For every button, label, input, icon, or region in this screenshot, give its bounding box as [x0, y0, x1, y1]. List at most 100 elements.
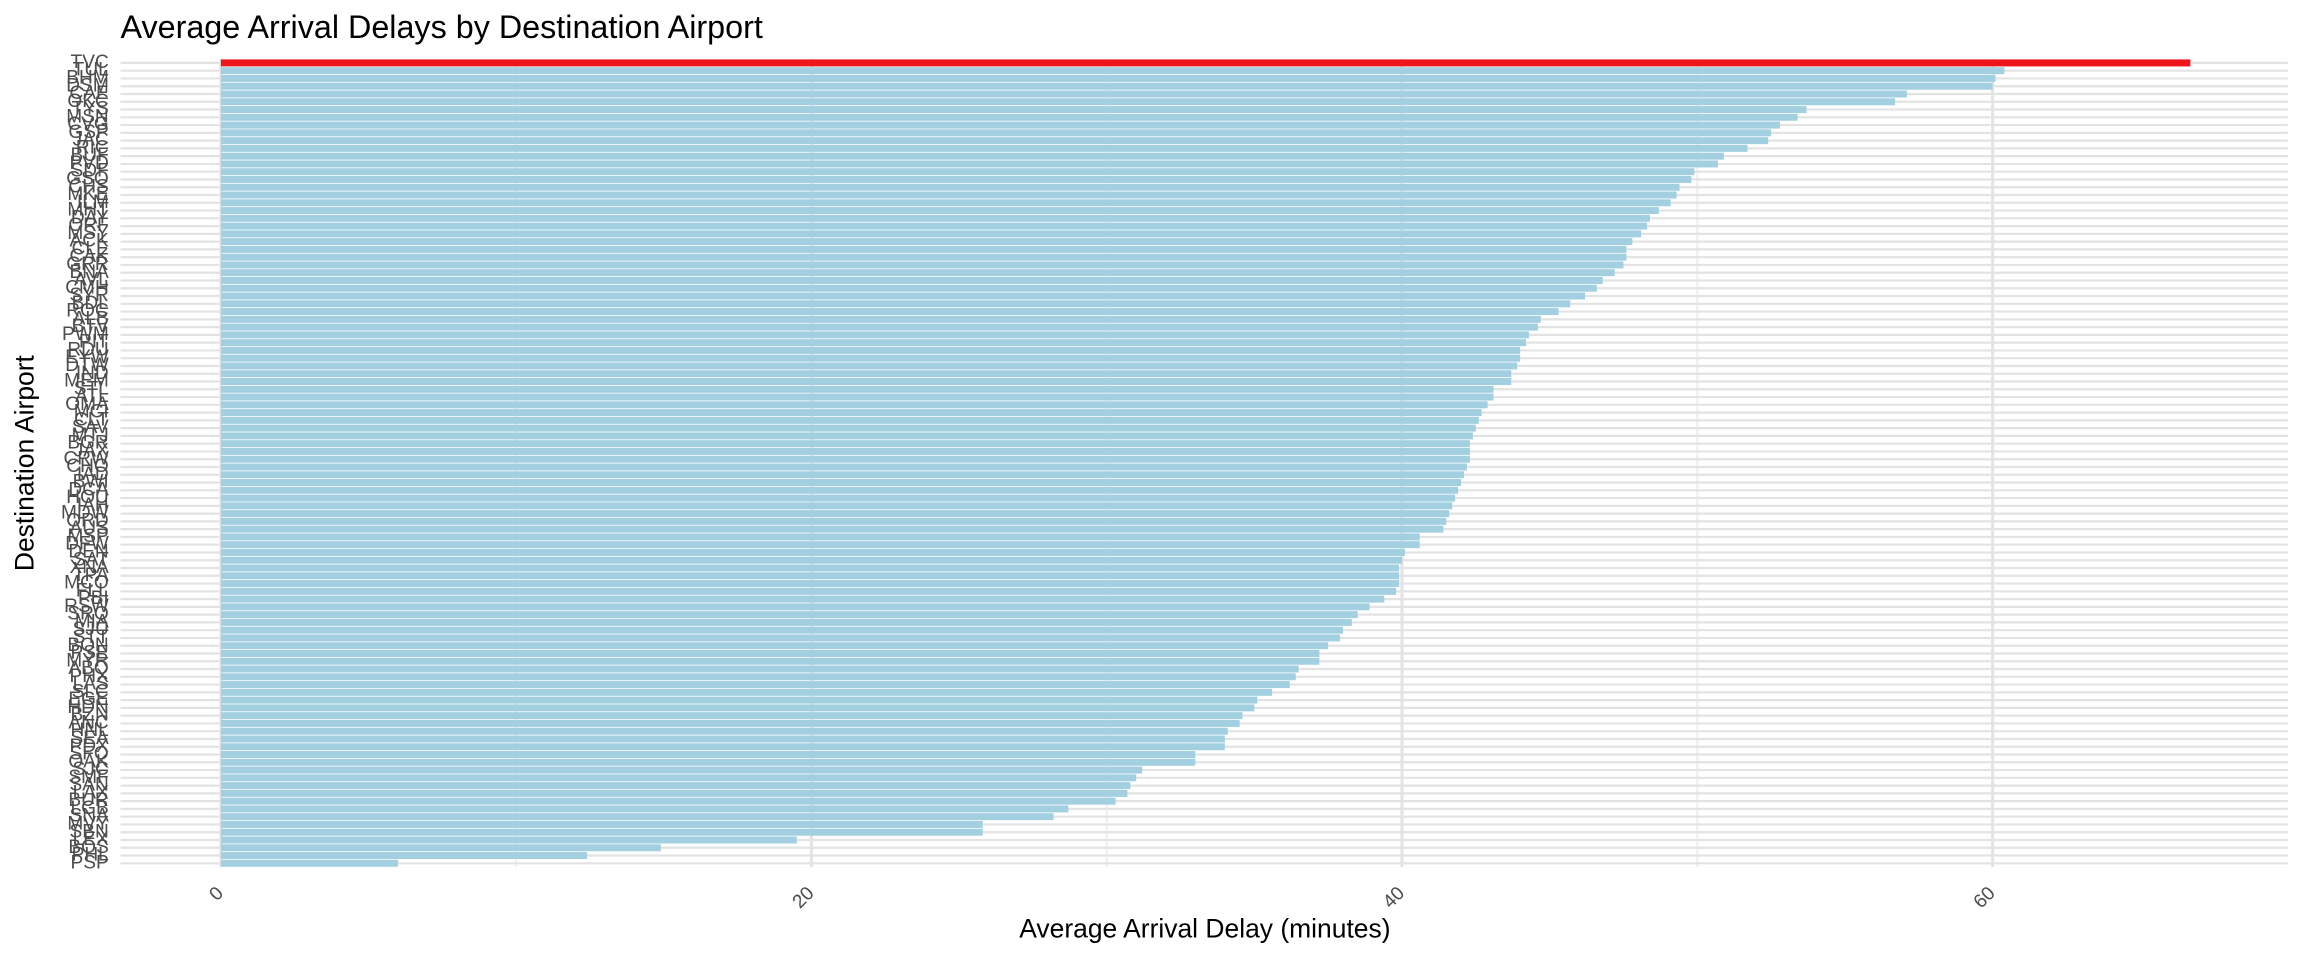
- bar: [220, 90, 1907, 98]
- bar: [220, 494, 1456, 502]
- y-tick-label: PIT: [79, 332, 109, 353]
- bar: [220, 836, 797, 844]
- y-tick-label: MKE: [67, 184, 108, 205]
- y-tick-label: CHS: [68, 176, 108, 197]
- y-tick-label: AVL: [74, 270, 109, 291]
- y-tick-label: IND: [76, 363, 109, 384]
- bar: [220, 820, 983, 828]
- y-tick-label: JAX: [74, 440, 109, 461]
- y-tick-label: SEA: [71, 728, 109, 749]
- y-tick-label: BDL: [72, 293, 109, 314]
- bar: [220, 269, 1615, 277]
- bar: [220, 479, 1462, 487]
- bar: [220, 253, 1627, 261]
- y-tick-label: JAC: [73, 130, 109, 151]
- y-tick-label: MYR: [66, 650, 108, 671]
- y-tick-label: HDN: [67, 697, 108, 718]
- y-tick-label: EGE: [68, 689, 108, 710]
- y-tick-label: ORF: [68, 215, 108, 236]
- y-tick-label: SAV: [72, 417, 109, 438]
- y-tick-label: MEM: [64, 371, 109, 392]
- bar: [220, 603, 1370, 611]
- bar: [220, 712, 1243, 720]
- bar: [220, 844, 661, 852]
- y-tick-label: MVY: [67, 813, 109, 834]
- bar: [220, 276, 1603, 284]
- y-tick-label: SLC: [72, 681, 109, 702]
- bar: [220, 121, 1780, 129]
- bar: [220, 719, 1240, 727]
- y-tick-label: LGB: [71, 798, 109, 819]
- y-tick-label: RIC: [76, 137, 109, 158]
- bar: [220, 455, 1470, 463]
- bar: [220, 533, 1420, 541]
- bar: [220, 59, 2191, 67]
- bar: [220, 828, 983, 836]
- bar: [220, 587, 1397, 595]
- y-tick-label: DAY: [71, 207, 109, 228]
- bar: [220, 144, 1748, 152]
- bar: [220, 98, 1896, 106]
- bar: [220, 354, 1521, 362]
- y-tick-label: PHL: [72, 845, 109, 866]
- bar: [220, 292, 1586, 300]
- x-tick-label: 20: [789, 883, 819, 913]
- bar: [220, 797, 1116, 805]
- y-tick-label: RDU: [67, 339, 108, 360]
- chart-title: Average Arrival Delays by Destination Ai…: [120, 9, 762, 45]
- bar: [220, 447, 1470, 455]
- bar: [220, 183, 1680, 191]
- bar: [220, 238, 1633, 246]
- y-tick-label: MTJ: [72, 425, 109, 446]
- bar: [220, 207, 1659, 215]
- y-tick-label: SMF: [68, 767, 108, 788]
- bar: [220, 766, 1143, 774]
- bar: [220, 331, 1529, 339]
- bar: [220, 82, 1993, 90]
- y-tick-label: GSP: [68, 122, 108, 143]
- y-tick-label: SNA: [69, 806, 109, 827]
- bar: [220, 673, 1296, 681]
- bar: [220, 393, 1494, 401]
- y-tick-label: CVG: [67, 114, 108, 135]
- bar: [220, 486, 1459, 494]
- bar: [220, 323, 1538, 331]
- bar: [220, 595, 1385, 603]
- y-tick-label: MCO: [64, 573, 109, 594]
- bar: [220, 199, 1671, 207]
- bar: [220, 782, 1131, 790]
- y-tick-label: FLL: [76, 580, 109, 601]
- y-tick-label: SYR: [69, 285, 108, 306]
- bar: [220, 471, 1465, 479]
- bar: [220, 751, 1196, 759]
- y-tick-label: TPA: [73, 565, 109, 586]
- bar: [220, 385, 1494, 393]
- y-tick-label: BNA: [69, 262, 109, 283]
- y-tick-label: AUS: [69, 518, 108, 539]
- y-tick-label: MDW: [61, 503, 109, 524]
- bar: [220, 424, 1476, 432]
- bar: [220, 743, 1225, 751]
- bar: [220, 634, 1340, 642]
- bar: [220, 67, 2005, 75]
- bar: [220, 129, 1772, 137]
- x-axis-label: Average Arrival Delay (minutes): [1019, 913, 1390, 943]
- y-tick-label: IAD: [77, 464, 109, 485]
- bar: [220, 580, 1400, 588]
- y-tick-label: DTW: [65, 355, 108, 376]
- bar: [220, 618, 1352, 626]
- bar: [220, 416, 1479, 424]
- y-tick-label: ANC: [68, 712, 109, 733]
- bar: [220, 432, 1473, 440]
- y-tick-label: CRW: [63, 448, 108, 469]
- y-tick-label: ORD: [66, 510, 108, 531]
- bar: [220, 649, 1320, 657]
- y-tick-label: MIA: [75, 611, 109, 632]
- y-tick-label: BUF: [71, 145, 109, 166]
- x-tick-label: 0: [206, 883, 228, 905]
- y-tick-label: TYS: [72, 99, 109, 120]
- y-tick-label: PHX: [69, 666, 109, 687]
- bar: [220, 378, 1512, 386]
